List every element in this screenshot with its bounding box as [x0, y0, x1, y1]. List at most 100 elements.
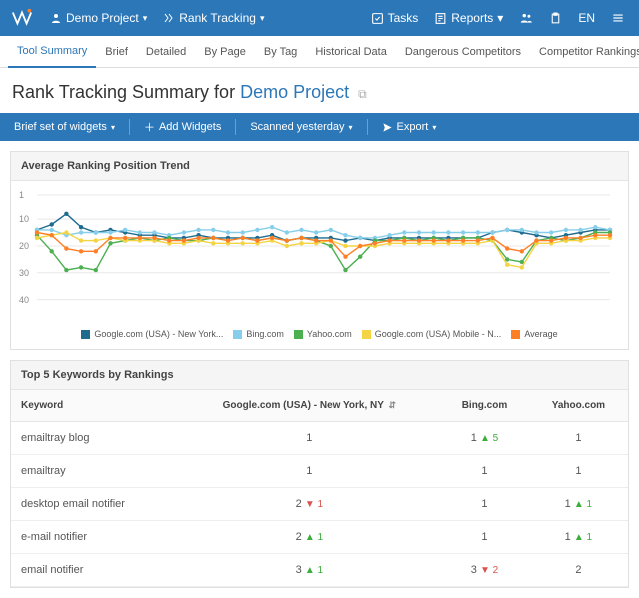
section-selector[interactable]: Rank Tracking ▾: [155, 0, 272, 36]
export-label: Export: [397, 121, 429, 133]
project-label: Demo Project: [66, 11, 139, 25]
legend-item[interactable]: Yahoo.com: [294, 329, 352, 339]
rank-cell: 1: [179, 455, 441, 488]
add-widgets-button[interactable]: ＋ Add Widgets: [138, 119, 227, 135]
chevron-down-icon: ▾: [349, 123, 353, 132]
chevron-down-icon: ▾: [143, 13, 148, 24]
rank-cell: 2: [529, 554, 628, 587]
chart-legend: Google.com (USA) - New York... Bing.com Ya…: [11, 323, 628, 349]
subnav-tabs: Tool SummaryBriefDetailedBy PageBy TagHi…: [0, 36, 639, 68]
legend-swatch: [233, 330, 242, 339]
keywords-card: Top 5 Keywords by Rankings KeywordGoogle…: [10, 360, 629, 588]
rank-cell: 1 ▲ 5: [440, 422, 529, 455]
legend-label: Yahoo.com: [307, 329, 352, 339]
rank-cell: 1: [179, 422, 441, 455]
col-header[interactable]: Google.com (USA) - New York, NY ⇵: [179, 390, 441, 422]
tab-competitor-rankings[interactable]: Competitor Rankings▾: [530, 36, 639, 68]
chevron-down-icon: ▾: [497, 11, 503, 25]
table-row: emailtray111: [11, 455, 628, 488]
title-prefix: Rank Tracking Summary for: [12, 82, 240, 102]
tab-historical-data[interactable]: Historical Data: [306, 36, 396, 68]
widget-set-selector[interactable]: Brief set of widgets ▾: [8, 121, 121, 133]
legend-item[interactable]: Google.com (USA) - New York...: [81, 329, 223, 339]
hamburger-icon: [611, 11, 625, 25]
legend-label: Google.com (USA) Mobile - N...: [375, 329, 502, 339]
col-header[interactable]: Bing.com: [440, 390, 529, 422]
people-icon: [519, 11, 533, 25]
section-label: Rank Tracking: [179, 11, 256, 25]
rank-cell: 1: [440, 521, 529, 554]
rank-cell: 1: [440, 488, 529, 521]
tasks-label: Tasks: [388, 11, 419, 25]
logo: [8, 4, 36, 32]
tab-tool-summary[interactable]: Tool Summary: [8, 36, 96, 68]
keyword-cell[interactable]: desktop email notifier: [11, 488, 179, 521]
table-row: emailtray blog11 ▲ 51: [11, 422, 628, 455]
rank-cell: 1: [529, 422, 628, 455]
lang-selector[interactable]: EN: [572, 0, 601, 36]
keyword-cell[interactable]: e-mail notifier: [11, 521, 179, 554]
legend-swatch: [294, 330, 303, 339]
legend-item[interactable]: Average: [511, 329, 557, 339]
table-row: e-mail notifier2 ▲ 111 ▲ 1: [11, 521, 628, 554]
tab-brief[interactable]: Brief: [96, 36, 137, 68]
rank-cell: 2 ▲ 1: [179, 521, 441, 554]
col-header[interactable]: Yahoo.com: [529, 390, 628, 422]
rank-cell: 1 ▲ 1: [529, 488, 628, 521]
tab-by-page[interactable]: By Page: [195, 36, 255, 68]
reports-icon: [434, 12, 447, 25]
legend-label: Google.com (USA) - New York...: [94, 329, 223, 339]
legend-label: Bing.com: [246, 329, 284, 339]
tasks-icon: [371, 12, 384, 25]
tab-detailed[interactable]: Detailed: [137, 36, 195, 68]
keywords-title: Top 5 Keywords by Rankings: [11, 361, 628, 390]
export-button[interactable]: Export ▾: [376, 121, 443, 133]
reports-button[interactable]: Reports ▾: [428, 0, 509, 36]
rank-cell: 1 ▲ 1: [529, 521, 628, 554]
chart-title: Average Ranking Position Trend: [11, 152, 628, 181]
rank-cell: 1: [529, 455, 628, 488]
rank-cell: 3 ▲ 1: [179, 554, 441, 587]
menu-button[interactable]: [605, 0, 631, 36]
legend-swatch: [81, 330, 90, 339]
rank-cell: 2 ▼ 1: [179, 488, 441, 521]
legend-item[interactable]: Google.com (USA) Mobile - N...: [362, 329, 502, 339]
plus-icon: ＋: [144, 119, 155, 135]
keyword-cell[interactable]: emailtray blog: [11, 422, 179, 455]
rank-icon: [163, 12, 175, 24]
legend-swatch: [362, 330, 371, 339]
sort-icon: ⇵: [389, 400, 397, 410]
user-icon: [50, 12, 62, 24]
clipboard-icon: [549, 12, 562, 25]
col-header[interactable]: Keyword: [11, 390, 179, 422]
clipboard-button[interactable]: [543, 0, 568, 36]
legend-swatch: [511, 330, 520, 339]
scan-status-label: Scanned yesterday: [250, 121, 344, 133]
tab-dangerous-competitors[interactable]: Dangerous Competitors: [396, 36, 530, 68]
topbar: Demo Project ▾ Rank Tracking ▾ Tasks Rep…: [0, 0, 639, 36]
widget-toolbar: Brief set of widgets ▾ ＋ Add Widgets Sca…: [0, 113, 639, 141]
chevron-down-icon: ▾: [111, 123, 115, 132]
page-title: Rank Tracking Summary for Demo Project ⧉: [0, 68, 639, 113]
tab-by-tag[interactable]: By Tag: [255, 36, 306, 68]
chevron-down-icon: ▾: [432, 123, 436, 132]
project-link[interactable]: Demo Project: [240, 82, 349, 102]
keyword-cell[interactable]: email notifier: [11, 554, 179, 587]
people-button[interactable]: [513, 0, 539, 36]
scan-status[interactable]: Scanned yesterday ▾: [244, 121, 358, 133]
rank-cell: 3 ▼ 2: [440, 554, 529, 587]
project-selector[interactable]: Demo Project ▾: [42, 0, 155, 36]
tasks-button[interactable]: Tasks: [365, 0, 425, 36]
chart-card: Average Ranking Position Trend 403020101…: [10, 151, 629, 350]
new-window-icon[interactable]: ⧉: [358, 87, 367, 101]
add-widgets-label: Add Widgets: [159, 121, 221, 133]
keywords-table: KeywordGoogle.com (USA) - New York, NY ⇵…: [11, 390, 628, 587]
reports-label: Reports: [451, 11, 493, 25]
keyword-cell[interactable]: emailtray: [11, 455, 179, 488]
ranking-trend-chart: 403020101: [21, 189, 616, 319]
legend-item[interactable]: Bing.com: [233, 329, 284, 339]
legend-label: Average: [524, 329, 557, 339]
table-row: desktop email notifier2 ▼ 111 ▲ 1: [11, 488, 628, 521]
widget-set-label: Brief set of widgets: [14, 121, 107, 133]
lang-label: EN: [578, 11, 595, 25]
